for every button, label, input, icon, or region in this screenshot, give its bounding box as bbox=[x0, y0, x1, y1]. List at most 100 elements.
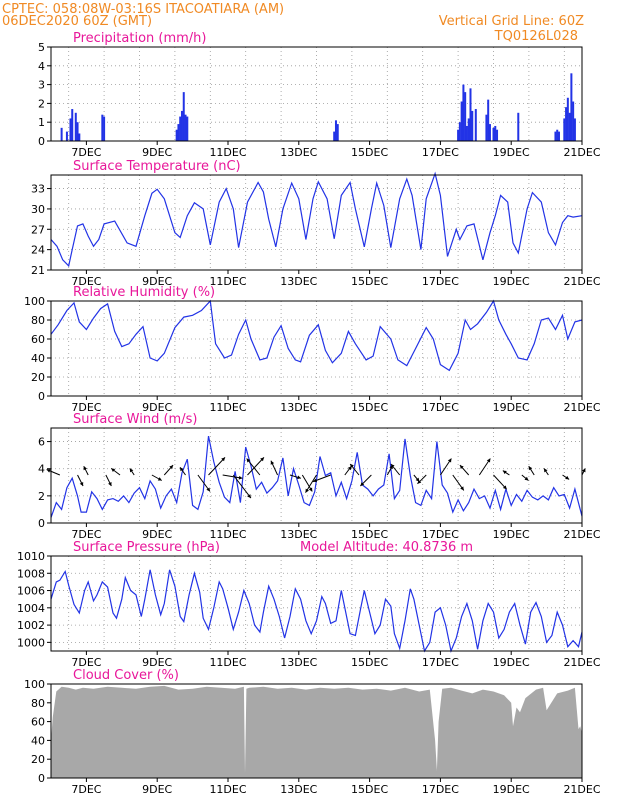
x-tick-label: 21DEC bbox=[563, 656, 600, 669]
precip-bar bbox=[76, 122, 79, 141]
x-tick-label: 13DEC bbox=[280, 401, 317, 414]
wind-arrow-head bbox=[221, 457, 226, 462]
wind-arrow-head bbox=[502, 485, 507, 490]
wind-arrow bbox=[151, 474, 163, 481]
precip-bar bbox=[180, 110, 183, 141]
precip-bar bbox=[65, 131, 68, 141]
x-tick-label: 19DEC bbox=[493, 528, 530, 541]
wind-arrow-head bbox=[350, 464, 354, 468]
wind-arrow-head bbox=[108, 482, 112, 486]
precip-bar bbox=[177, 124, 180, 141]
x-tick-label: 7DEC bbox=[71, 783, 101, 796]
precip-bar bbox=[78, 133, 81, 141]
wind-arrow-shaft bbox=[208, 457, 226, 476]
y-tick-label: 1 bbox=[38, 116, 45, 129]
precip-bar bbox=[74, 112, 77, 141]
x-tick-label: 7DEC bbox=[71, 401, 101, 414]
y-tick-label: 100 bbox=[24, 678, 45, 691]
wind-arrow bbox=[543, 468, 549, 476]
x-tick-label: 9DEC bbox=[142, 656, 172, 669]
wind-arrow-head bbox=[528, 466, 533, 471]
y-tick-label: 1002 bbox=[17, 619, 45, 632]
wind-arrow bbox=[581, 468, 586, 476]
precip-bar bbox=[60, 127, 63, 141]
y-tick-label: 21 bbox=[31, 264, 45, 277]
x-tick-label: 13DEC bbox=[280, 146, 317, 159]
x-tick-label: 19DEC bbox=[493, 146, 530, 159]
wind-arrow-head bbox=[502, 470, 507, 475]
x-tick-label: 11DEC bbox=[209, 275, 246, 288]
wind-arrow bbox=[129, 468, 135, 476]
y-tick-label: 1000 bbox=[17, 636, 45, 649]
rh-series-line bbox=[50, 299, 583, 372]
x-tick-label: 11DEC bbox=[209, 783, 246, 796]
x-tick-label: 9DEC bbox=[142, 528, 172, 541]
wind-arrow bbox=[247, 457, 265, 476]
precip-bar bbox=[186, 116, 189, 141]
precip-bar bbox=[103, 116, 106, 141]
temp-series-line bbox=[50, 171, 583, 268]
x-tick-label: 17DEC bbox=[422, 783, 459, 796]
precip-bar bbox=[460, 101, 463, 141]
y-tick-label: 0 bbox=[38, 772, 45, 785]
wind-arrow-head bbox=[582, 468, 586, 473]
precip-bar bbox=[488, 124, 491, 141]
wind-arrow bbox=[232, 474, 252, 499]
wind-arrow-head bbox=[543, 468, 548, 473]
precip-bar bbox=[182, 92, 185, 141]
precip-bar bbox=[101, 114, 104, 141]
x-tick-label: 15DEC bbox=[351, 528, 388, 541]
x-tick-label: 7DEC bbox=[71, 656, 101, 669]
plot-frame bbox=[50, 300, 583, 397]
y-tick-label: 6 bbox=[38, 436, 45, 449]
wind-arrow-head bbox=[347, 466, 352, 471]
y-tick-label: 1010 bbox=[17, 550, 45, 563]
wind-arrow bbox=[528, 465, 535, 476]
wind-arrow-head bbox=[46, 469, 51, 473]
y-tick-label: 0 bbox=[38, 390, 45, 403]
wind-arrow bbox=[246, 458, 261, 476]
precip-bar bbox=[184, 114, 187, 141]
x-tick-label: 15DEC bbox=[351, 146, 388, 159]
x-tick-label: 15DEC bbox=[351, 656, 388, 669]
precip-bar bbox=[175, 129, 178, 141]
run-date: 06DEC2020 60Z (GMT) bbox=[2, 14, 152, 29]
wind-arrow-head bbox=[390, 464, 395, 468]
wind-arrow-head bbox=[169, 465, 174, 469]
precip-bar bbox=[464, 92, 467, 141]
precip-bar bbox=[568, 112, 571, 141]
precip-bar bbox=[492, 127, 495, 141]
precip-bar bbox=[458, 122, 461, 141]
x-tick-label: 13DEC bbox=[280, 656, 317, 669]
y-tick-label: 33 bbox=[31, 183, 45, 196]
wind-arrow-head bbox=[79, 482, 84, 486]
wind-arrow-head bbox=[180, 467, 184, 472]
precip-bar bbox=[517, 112, 520, 141]
x-tick-label: 21DEC bbox=[563, 275, 600, 288]
wind-arrow bbox=[110, 467, 121, 476]
wind-arrow-head bbox=[206, 487, 211, 492]
precip-bar bbox=[487, 99, 490, 141]
x-tick-label: 19DEC bbox=[493, 275, 530, 288]
y-tick-label: 20 bbox=[31, 753, 45, 766]
precip-bar bbox=[469, 88, 472, 141]
y-tick-label: 30 bbox=[31, 203, 45, 216]
precip-bar bbox=[471, 110, 474, 141]
x-tick-label: 11DEC bbox=[209, 528, 246, 541]
x-tick-label: 21DEC bbox=[563, 401, 600, 414]
x-tick-label: 19DEC bbox=[493, 401, 530, 414]
wind-arrow-head bbox=[111, 468, 116, 473]
x-tick-label: 21DEC bbox=[563, 146, 600, 159]
x-tick-label: 15DEC bbox=[351, 275, 388, 288]
precip-bar bbox=[554, 131, 557, 141]
wind-arrow bbox=[83, 465, 89, 476]
y-tick-label: 0 bbox=[38, 517, 45, 530]
plot-frame bbox=[50, 174, 583, 271]
precip-bar bbox=[556, 129, 559, 141]
x-tick-label: 11DEC bbox=[209, 401, 246, 414]
plot-frame bbox=[50, 683, 583, 779]
y-tick-label: 0 bbox=[38, 135, 45, 148]
precip-bar bbox=[494, 125, 497, 141]
